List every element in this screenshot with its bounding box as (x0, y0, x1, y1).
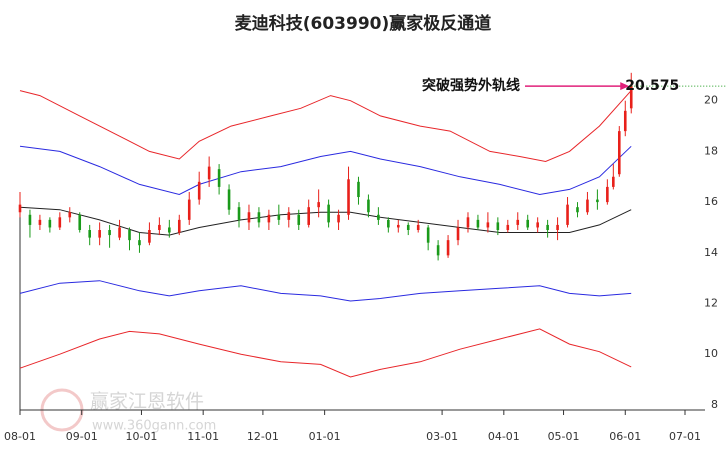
band-line (19, 206, 632, 236)
candle-body (377, 214, 380, 220)
x-tick-label: 05-01 (548, 430, 580, 443)
candle-body (566, 204, 569, 225)
candle-body (526, 219, 530, 228)
candle-body (446, 240, 450, 256)
candle-body (18, 204, 22, 213)
watermark-text: 赢家江恩软件 (90, 391, 204, 413)
candle-body (168, 227, 171, 233)
x-tick-label: 10-01 (125, 430, 157, 443)
candle-body (516, 219, 520, 225)
y-tick-label: 20 (704, 94, 718, 107)
candle-body (347, 179, 350, 215)
x-tick-label: 08-01 (4, 430, 36, 443)
candle-body (237, 207, 241, 220)
candle-body (287, 212, 291, 220)
candle-body (327, 204, 330, 223)
candle-body (416, 224, 420, 230)
candle-body (207, 166, 211, 180)
candle-body (217, 169, 221, 187)
candle-body (466, 217, 470, 228)
x-tick-label: 09-01 (66, 430, 98, 443)
candle-body (197, 181, 201, 200)
candle-body (576, 207, 579, 213)
x-tick-label: 11-01 (187, 430, 219, 443)
y-tick-label: 10 (704, 347, 718, 360)
x-tick-label: 03-01 (426, 430, 458, 443)
candle-body (456, 227, 460, 241)
candle-body (297, 214, 301, 225)
candle-body (267, 214, 271, 223)
x-tick-label: 01-01 (309, 430, 341, 443)
candle-body (118, 227, 121, 238)
watermark-url: www.360gann.com (92, 419, 216, 434)
candle-body (38, 219, 42, 225)
candle-body (78, 214, 82, 230)
candle-body (476, 219, 480, 228)
candle-body (128, 230, 131, 241)
candle-body (28, 214, 32, 225)
candle-body (108, 230, 111, 236)
candle-body (436, 245, 440, 256)
y-tick-label: 8 (711, 398, 718, 411)
candle-body (396, 224, 400, 228)
candle-body (177, 219, 181, 233)
candle-body (496, 222, 500, 230)
annotation-value: 20.575 (625, 78, 679, 94)
x-tick-label: 12-01 (247, 430, 279, 443)
candle-body (406, 224, 410, 230)
annotation-text: 突破强势外轨线 (422, 77, 520, 94)
y-tick-label: 16 (704, 195, 718, 208)
candle-body (48, 219, 52, 228)
band-line (19, 145, 632, 196)
band-line (19, 90, 632, 163)
candle-body (58, 217, 62, 228)
candle-body (586, 199, 589, 213)
y-tick-label: 18 (704, 144, 718, 157)
band-line (19, 280, 632, 302)
candle-body (257, 212, 261, 223)
candle-body (596, 199, 599, 203)
candle-body (138, 240, 141, 246)
candle-body (426, 227, 430, 243)
chart-title: 麦迪科技(603990)赢家极反通道 (235, 13, 492, 34)
band-line (19, 328, 632, 378)
candle-body (387, 219, 390, 228)
candle-body (317, 202, 320, 208)
candle-body (612, 176, 615, 187)
candle-body (486, 222, 490, 228)
candle-body (629, 85, 633, 109)
candle-body (546, 224, 549, 230)
candle-body (367, 199, 370, 213)
candle-body (357, 181, 360, 198)
candle-body (68, 212, 72, 218)
x-tick-label: 04-01 (488, 430, 520, 443)
y-tick-label: 12 (704, 297, 718, 310)
candle-body (98, 230, 101, 238)
candle-body (307, 207, 310, 225)
y-tick-label: 14 (704, 246, 718, 259)
x-tick-label: 07-01 (669, 430, 701, 443)
candle-body (158, 224, 161, 230)
candle-body (536, 222, 539, 228)
candle-body (606, 186, 609, 203)
watermark: 赢家江恩软件 www.360gann.com (40, 388, 216, 434)
candle-body (556, 224, 559, 230)
candle-body (247, 212, 251, 223)
x-tick-label: 06-01 (609, 430, 641, 443)
candle-body (277, 214, 281, 220)
annotation-arrowhead (620, 82, 630, 91)
candle-body (617, 131, 621, 175)
candle-body (337, 214, 340, 223)
candle-body (506, 224, 510, 230)
candle-body (148, 230, 151, 243)
candle-body (88, 230, 91, 238)
candle-body (187, 199, 191, 220)
candle-body (623, 110, 627, 132)
candle-body (227, 189, 231, 210)
